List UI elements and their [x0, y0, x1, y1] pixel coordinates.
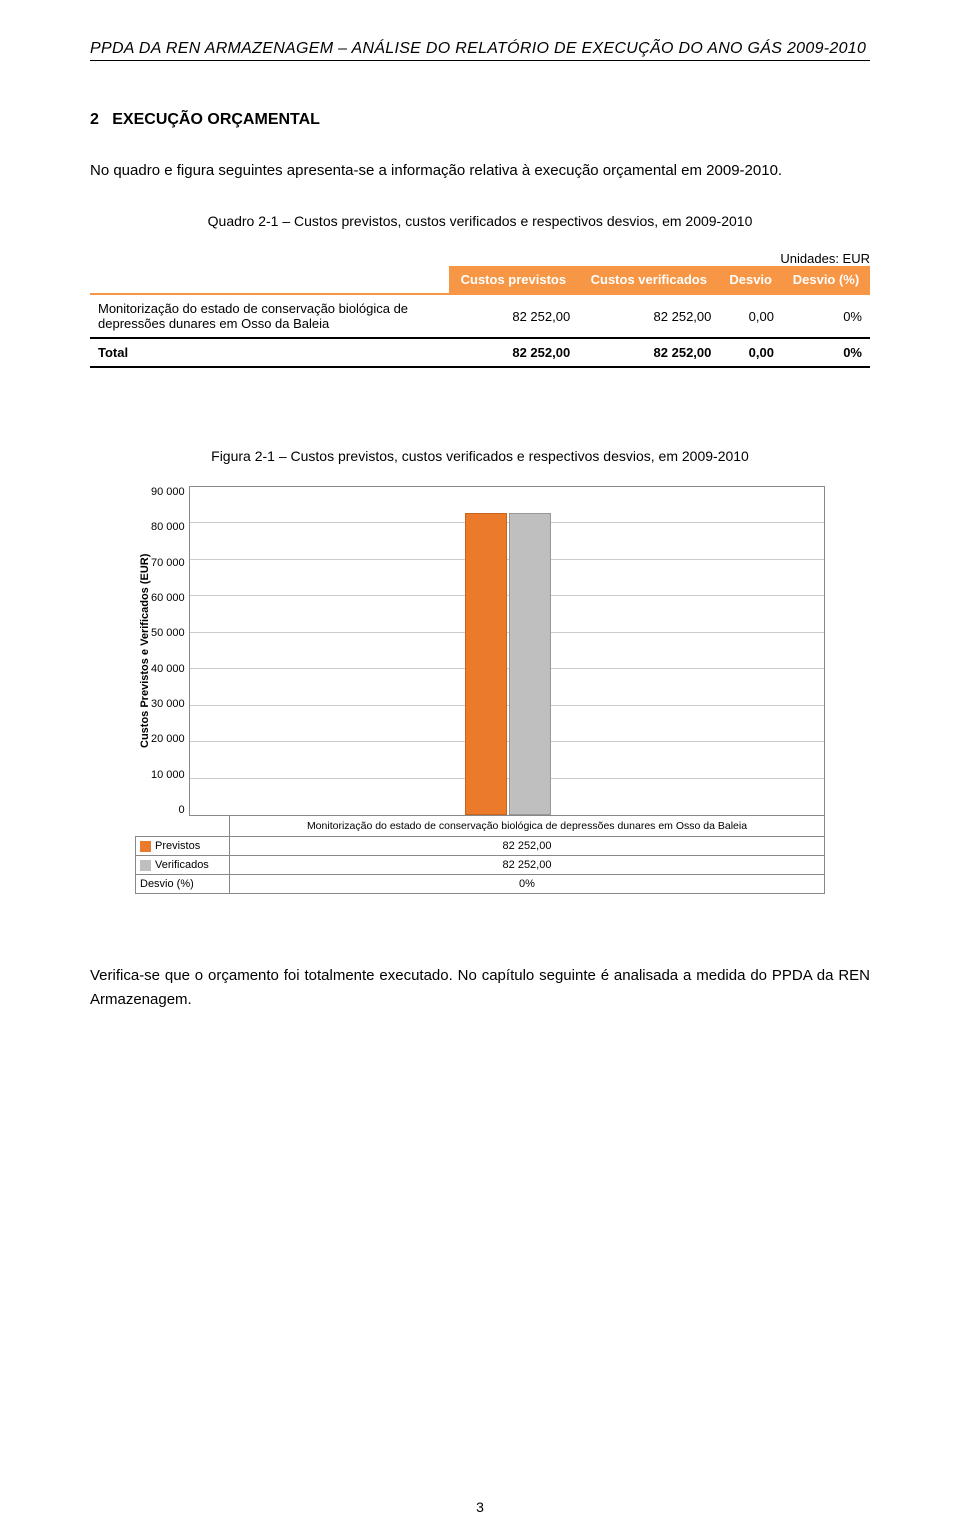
table-units: Unidades: EUR	[90, 251, 870, 266]
chart-y-axis-label: Custos Previstos e Verificados (EUR)	[135, 486, 151, 816]
costs-chart: Custos Previstos e Verificados (EUR) 90 …	[135, 486, 825, 894]
chart-x-category: Monitorização do estado de conservação b…	[230, 816, 825, 837]
legend-swatch-orange-icon	[140, 841, 151, 852]
row-desvio: 0,00	[719, 294, 782, 338]
legend-previstos-text: Previstos	[155, 840, 200, 852]
chart-gridline	[190, 559, 824, 560]
row-desvio-pct: 0%	[782, 294, 870, 338]
legend-previstos-value: 82 252,00	[230, 837, 825, 856]
legend-desvio-label: Desvio (%)	[136, 875, 230, 894]
chart-legend-table: Monitorização do estado de conservação b…	[135, 815, 825, 894]
costs-table: Custos previstos Custos verificados Desv…	[90, 266, 870, 368]
ytick-label: 70 000	[151, 557, 185, 569]
chart-gridline	[190, 778, 824, 779]
legend-desvio-row: Desvio (%) 0%	[136, 875, 825, 894]
table-header-previstos: Custos previstos	[449, 266, 579, 294]
ytick-label: 40 000	[151, 663, 185, 675]
section-intro: No quadro e figura seguintes apresenta-s…	[90, 159, 870, 183]
table-header-blank	[90, 266, 449, 294]
total-verificados: 82 252,00	[578, 338, 719, 367]
chart-gridline	[190, 595, 824, 596]
ytick-label: 60 000	[151, 592, 185, 604]
table-header-desvio-pct: Desvio (%)	[782, 266, 870, 294]
ytick-label: 50 000	[151, 627, 185, 639]
ytick-label: 80 000	[151, 521, 185, 533]
ytick-label: 30 000	[151, 698, 185, 710]
figure-caption: Figura 2-1 – Custos previstos, custos ve…	[90, 448, 870, 464]
chart-gridline	[190, 741, 824, 742]
total-previstos: 82 252,00	[449, 338, 579, 367]
ytick-label: 10 000	[151, 769, 185, 781]
legend-verificados-value: 82 252,00	[230, 856, 825, 875]
total-desvio: 0,00	[719, 338, 782, 367]
legend-previstos-label: Previstos	[136, 837, 230, 856]
chart-y-axis-ticks: 90 000 80 000 70 000 60 000 50 000 40 000 30 0…	[151, 486, 189, 816]
row-previstos: 82 252,00	[449, 294, 579, 338]
chart-gridline	[190, 522, 824, 523]
total-desvio-pct: 0%	[782, 338, 870, 367]
table-row: Monitorização do estado de conservação b…	[90, 294, 870, 338]
ytick-label: 20 000	[151, 733, 185, 745]
legend-previstos-row: Previstos 82 252,00	[136, 837, 825, 856]
bar-previstos	[465, 513, 507, 815]
chart-plot-area	[189, 486, 825, 816]
ytick-label: 90 000	[151, 486, 185, 498]
chart-gridline	[190, 705, 824, 706]
section-title: EXECUÇÃO ORÇAMENTAL	[112, 111, 320, 128]
total-label: Total	[90, 338, 449, 367]
running-header: PPDA DA REN ARMAZENAGEM – ANÁLISE DO REL…	[90, 40, 870, 61]
chart-gridline	[190, 632, 824, 633]
chart-gridline	[190, 668, 824, 669]
bar-verificados	[509, 513, 551, 815]
legend-verificados-text: Verificados	[155, 859, 209, 871]
row-label: Monitorização do estado de conservação b…	[90, 294, 449, 338]
section-number: 2	[90, 111, 99, 128]
legend-desvio-value: 0%	[230, 875, 825, 894]
table-header-verificados: Custos verificados	[578, 266, 719, 294]
closing-paragraph: Verifica-se que o orçamento foi totalmen…	[90, 964, 870, 1012]
table-caption: Quadro 2-1 – Custos previstos, custos ve…	[90, 213, 870, 229]
row-verificados: 82 252,00	[578, 294, 719, 338]
legend-swatch-gray-icon	[140, 860, 151, 871]
table-total-row: Total 82 252,00 82 252,00 0,00 0%	[90, 338, 870, 367]
section-heading: 2 EXECUÇÃO ORÇAMENTAL	[90, 111, 870, 129]
ytick-label: 0	[151, 804, 185, 816]
legend-verificados-row: Verificados 82 252,00	[136, 856, 825, 875]
legend-verificados-label: Verificados	[136, 856, 230, 875]
table-header-desvio: Desvio	[719, 266, 782, 294]
page-number: 3	[0, 1499, 960, 1515]
